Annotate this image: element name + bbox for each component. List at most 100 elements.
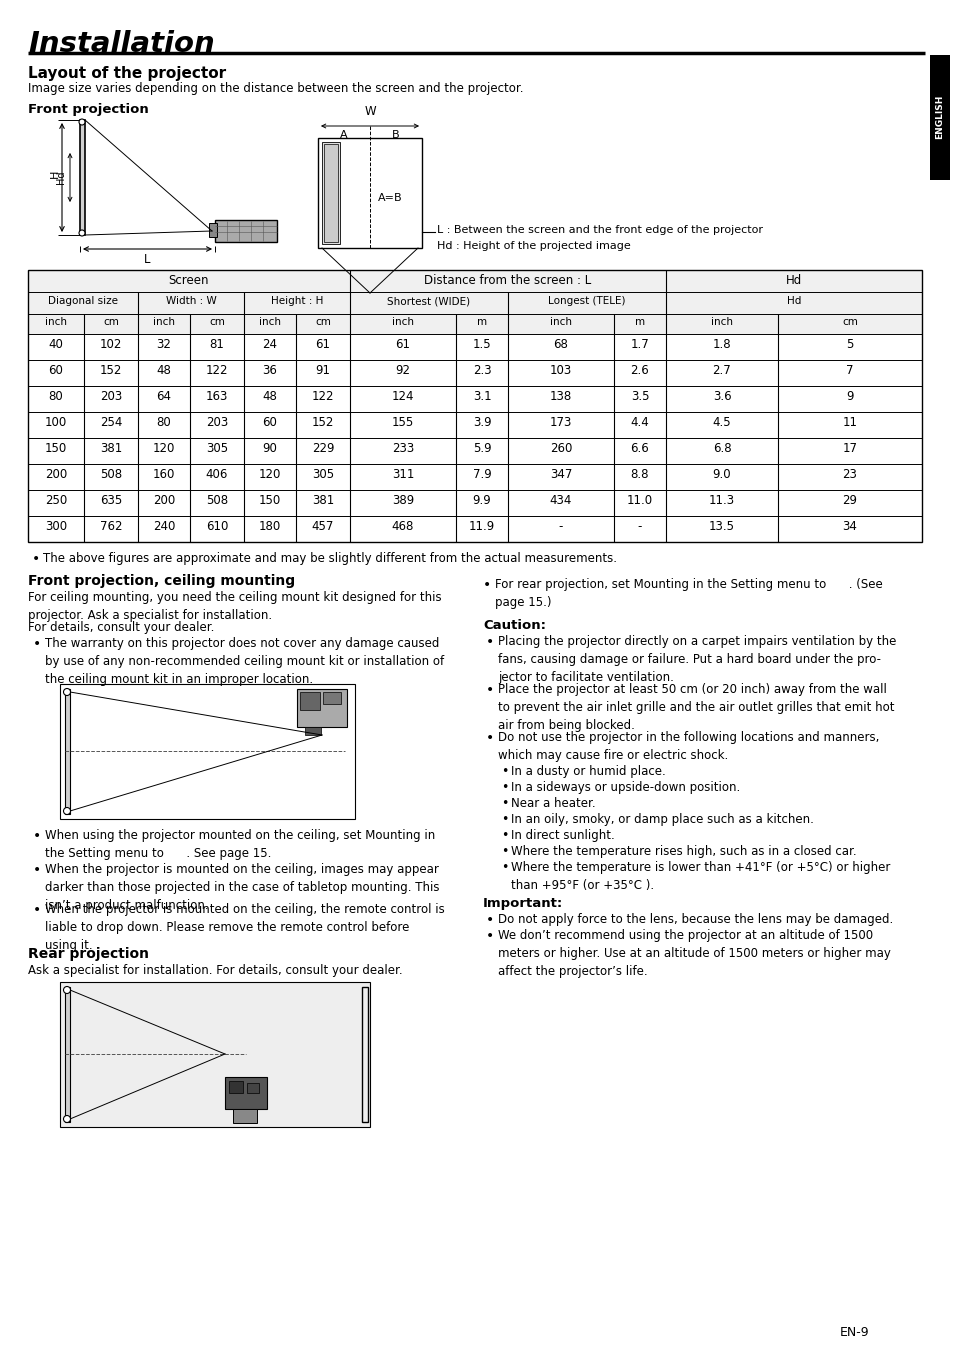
Text: 3.5: 3.5 <box>630 390 649 403</box>
Text: 381: 381 <box>312 493 334 507</box>
Text: 1.5: 1.5 <box>472 338 491 350</box>
Text: W: W <box>364 105 375 119</box>
Text: In direct sunlight.: In direct sunlight. <box>511 829 614 842</box>
Text: 68: 68 <box>553 338 568 350</box>
Text: 3.9: 3.9 <box>472 417 491 429</box>
Text: Layout of the projector: Layout of the projector <box>28 66 226 81</box>
Text: Shortest (WIDE): Shortest (WIDE) <box>387 297 470 306</box>
Text: 3.6: 3.6 <box>712 390 731 403</box>
Text: The warranty on this projector does not cover any damage caused
by use of any no: The warranty on this projector does not … <box>45 638 444 686</box>
Text: 305: 305 <box>312 468 334 481</box>
Text: 120: 120 <box>258 468 281 481</box>
Text: 24: 24 <box>262 338 277 350</box>
Text: 91: 91 <box>315 364 330 377</box>
Text: Rear projection: Rear projection <box>28 948 149 961</box>
Text: -: - <box>558 520 562 532</box>
Text: 508: 508 <box>100 468 122 481</box>
Text: 1.7: 1.7 <box>630 338 649 350</box>
Text: cm: cm <box>314 317 331 328</box>
Text: Height : H: Height : H <box>271 297 323 306</box>
Circle shape <box>64 1116 71 1123</box>
Bar <box>322 142 339 244</box>
Text: Important:: Important: <box>482 896 562 910</box>
Bar <box>229 1081 243 1093</box>
Text: L : Between the screen and the front edge of the projector: L : Between the screen and the front edg… <box>436 225 762 235</box>
Text: 11.9: 11.9 <box>468 520 495 532</box>
Text: 152: 152 <box>312 417 334 429</box>
Text: 60: 60 <box>262 417 277 429</box>
Text: 155: 155 <box>392 417 414 429</box>
Text: 80: 80 <box>156 417 172 429</box>
Text: 11.0: 11.0 <box>626 493 653 507</box>
Text: 173: 173 <box>549 417 572 429</box>
Text: Placing the projector directly on a carpet impairs ventilation by the
fans, caus: Placing the projector directly on a carp… <box>497 635 896 683</box>
Text: •: • <box>500 829 508 842</box>
Text: inch: inch <box>152 317 174 328</box>
Text: Do not apply force to the lens, because the lens may be damaged.: Do not apply force to the lens, because … <box>497 913 892 926</box>
Text: 240: 240 <box>152 520 175 532</box>
Text: •: • <box>33 903 41 917</box>
Text: When using the projector mounted on the ceiling, set Mounting in
the Setting men: When using the projector mounted on the … <box>45 829 435 860</box>
Text: 40: 40 <box>49 338 63 350</box>
Bar <box>317 137 421 248</box>
Text: 103: 103 <box>549 364 572 377</box>
Text: 2.7: 2.7 <box>712 364 731 377</box>
Text: 64: 64 <box>156 390 172 403</box>
Text: 203: 203 <box>100 390 122 403</box>
Text: Screen: Screen <box>169 274 209 287</box>
Text: inch: inch <box>258 317 281 328</box>
Text: Hd: Hd <box>785 274 801 287</box>
Bar <box>355 284 384 295</box>
Text: For details, consult your dealer.: For details, consult your dealer. <box>28 621 214 634</box>
Text: Longest (TELE): Longest (TELE) <box>548 297 625 306</box>
Text: •: • <box>500 780 508 794</box>
Bar <box>65 689 70 814</box>
Text: 8.8: 8.8 <box>630 468 649 481</box>
Text: •: • <box>485 635 494 648</box>
Text: Ask a specialist for installation. For details, consult your dealer.: Ask a specialist for installation. For d… <box>28 964 402 977</box>
Text: 100: 100 <box>45 417 67 429</box>
Text: 7: 7 <box>845 364 853 377</box>
Text: For ceiling mounting, you need the ceiling mount kit designed for this
projector: For ceiling mounting, you need the ceili… <box>28 590 441 621</box>
Text: 160: 160 <box>152 468 175 481</box>
Text: 1.8: 1.8 <box>712 338 731 350</box>
Text: 60: 60 <box>49 364 63 377</box>
Text: Front projection, ceiling mounting: Front projection, ceiling mounting <box>28 574 294 588</box>
Text: 80: 80 <box>49 390 63 403</box>
Bar <box>60 683 355 820</box>
Bar <box>65 987 70 1122</box>
Text: 34: 34 <box>841 520 857 532</box>
Bar <box>296 689 347 727</box>
Text: •: • <box>500 797 508 810</box>
Text: 468: 468 <box>392 520 414 532</box>
Text: cm: cm <box>103 317 119 328</box>
Bar <box>352 297 368 313</box>
Bar <box>348 293 392 325</box>
Text: 5.9: 5.9 <box>472 442 491 456</box>
Text: When the projector is mounted on the ceiling, the remote control is
liable to dr: When the projector is mounted on the cei… <box>45 903 444 952</box>
Text: Near a heater.: Near a heater. <box>511 797 595 810</box>
Text: L: L <box>144 253 150 266</box>
Text: 2.6: 2.6 <box>630 364 649 377</box>
Text: 260: 260 <box>549 442 572 456</box>
Text: 23: 23 <box>841 468 857 481</box>
Text: 389: 389 <box>392 493 414 507</box>
Bar <box>299 692 319 710</box>
Text: •: • <box>500 845 508 857</box>
Text: For rear projection, set Mounting in the Setting menu to      . (See
page 15.): For rear projection, set Mounting in the… <box>495 578 882 609</box>
Text: 200: 200 <box>152 493 175 507</box>
Text: •: • <box>32 551 40 566</box>
Text: 305: 305 <box>206 442 228 456</box>
Text: A: A <box>340 129 348 140</box>
Text: 13.5: 13.5 <box>708 520 734 532</box>
Text: •: • <box>485 683 494 697</box>
Bar <box>28 314 921 334</box>
Bar <box>225 1077 267 1109</box>
Bar <box>929 55 949 181</box>
Text: 11.3: 11.3 <box>708 493 735 507</box>
Text: When the projector is mounted on the ceiling, images may appear
darker than thos: When the projector is mounted on the cei… <box>45 863 439 913</box>
Text: 9.0: 9.0 <box>712 468 731 481</box>
Text: Place the projector at least 50 cm (or 20 inch) away from the wall
to prevent th: Place the projector at least 50 cm (or 2… <box>497 683 894 732</box>
Text: 180: 180 <box>258 520 281 532</box>
Bar <box>80 120 85 235</box>
